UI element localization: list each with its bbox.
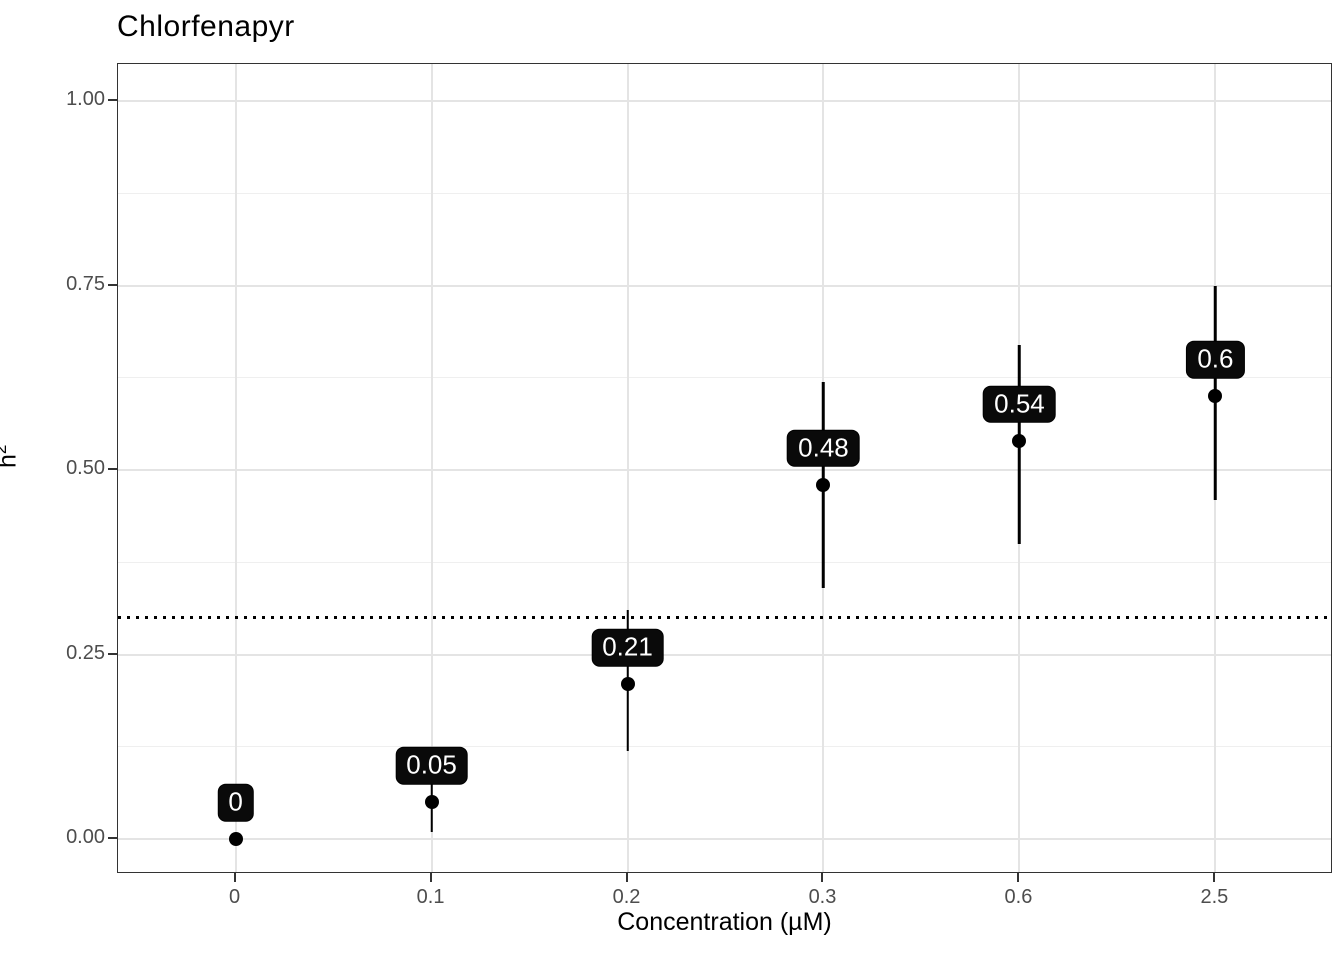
y-axis-tick-label: 0.00: [66, 826, 105, 849]
y-axis-tick-label: 0.75: [66, 272, 105, 295]
gridline-horizontal-major: [118, 469, 1331, 472]
y-axis-tick-mark: [108, 652, 117, 655]
y-axis-tick-mark: [108, 468, 117, 471]
point-value-label: 0.54: [983, 385, 1056, 423]
x-axis-tick-label: 0.3: [808, 886, 837, 908]
data-point: [816, 477, 831, 492]
gridline-horizontal-minor: [118, 192, 1331, 194]
reference-line-dotted: [118, 616, 1331, 620]
data-point: [1208, 389, 1223, 404]
y-axis-tick-mark: [108, 98, 117, 101]
x-axis-tick-mark: [429, 873, 432, 882]
gridline-horizontal-minor: [118, 377, 1331, 379]
data-point: [1012, 433, 1027, 448]
x-axis-tick-mark: [625, 873, 628, 882]
y-axis-tick-label: 0.25: [66, 641, 105, 664]
data-point: [620, 677, 635, 692]
plot-panel: 0 0.05 0.21 0.48 0.54 0.6: [117, 63, 1332, 873]
point-value-label: 0.6: [1186, 340, 1245, 379]
point-value-label: 0.05: [395, 747, 468, 785]
gridline-vertical-major: [430, 64, 433, 872]
x-axis-tick-mark: [821, 873, 824, 882]
y-axis-tick-mark: [108, 283, 117, 286]
gridline-horizontal-minor: [118, 561, 1331, 563]
x-axis-tick-mark: [1213, 873, 1216, 882]
gridline-horizontal-major: [118, 99, 1331, 102]
x-axis-tick-mark: [233, 873, 236, 882]
x-axis-tick-label: 0.2: [612, 886, 641, 908]
point-value-label: 0.21: [591, 628, 664, 667]
chart-title: Chlorfenapyr: [117, 10, 295, 43]
gridline-horizontal-major: [118, 284, 1331, 287]
y-axis-title-superscript: 2: [0, 445, 10, 454]
y-axis-tick-label: 0.50: [66, 457, 105, 480]
y-axis-tick-mark: [108, 837, 117, 840]
point-value-label: 0: [217, 783, 254, 822]
gridline-horizontal-major: [118, 653, 1331, 656]
x-axis-title: Concentration (µM): [617, 908, 832, 936]
gridline-vertical-major: [626, 64, 629, 872]
gridline-horizontal-major: [118, 838, 1331, 841]
gridline-horizontal-minor: [118, 746, 1331, 748]
x-axis-tick-label: 2.5: [1200, 886, 1229, 908]
data-point: [228, 832, 243, 847]
data-point: [424, 795, 439, 810]
x-axis-tick-label: 0.1: [416, 886, 445, 908]
x-axis-tick-mark: [1017, 873, 1020, 882]
x-axis-tick-label: 0.6: [1004, 886, 1033, 908]
point-value-label: 0.48: [787, 429, 860, 467]
y-axis-tick-label: 1.00: [66, 87, 105, 110]
gridline-vertical-major: [234, 64, 237, 872]
x-axis-tick-label: 0: [229, 886, 241, 908]
